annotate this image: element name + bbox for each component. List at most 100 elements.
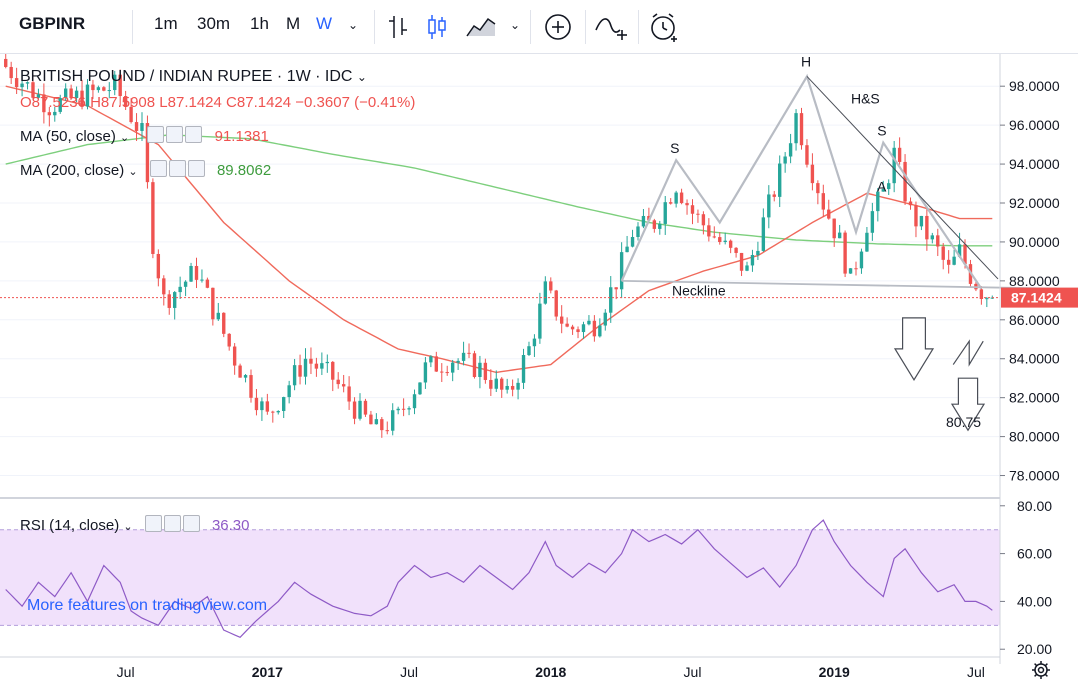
candle-down	[701, 214, 706, 226]
close-icon[interactable]	[187, 160, 205, 177]
chevron-down-icon[interactable]: ⌄	[510, 18, 521, 32]
time-tick-label: Jul	[117, 664, 135, 680]
candle-down	[489, 379, 493, 389]
close-icon[interactable]	[182, 515, 200, 532]
candle-up	[870, 211, 875, 233]
candle-up	[107, 90, 111, 92]
symbol-search[interactable]: GBPINR	[19, 14, 86, 33]
candle-down	[31, 82, 35, 98]
legend-rsi[interactable]: RSI (14, close) ⌄ 36.30	[20, 515, 249, 534]
candle-up	[243, 375, 248, 378]
candle-up	[374, 419, 379, 425]
neckline-line[interactable]	[621, 279, 1057, 290]
gear-icon[interactable]	[163, 515, 181, 532]
price-tick-label: 98.0000	[1009, 78, 1060, 94]
close-icon[interactable]	[185, 126, 203, 143]
gear-icon[interactable]	[168, 160, 186, 177]
chevron-down-icon[interactable]: ⌄	[348, 18, 359, 32]
candle-up	[527, 346, 531, 356]
interval-30m[interactable]: 30m	[197, 14, 231, 33]
candle-up	[745, 265, 749, 271]
add-indicator-icon[interactable]	[543, 12, 573, 42]
candle-down	[827, 209, 831, 219]
candle-up	[636, 226, 640, 238]
candle-down	[707, 225, 711, 237]
settings-gear-icon[interactable]	[1032, 661, 1050, 679]
chart-grid	[0, 85, 1000, 477]
candle-up	[658, 223, 662, 229]
candle-up	[756, 250, 760, 255]
candle-down	[380, 419, 384, 431]
candle-up	[957, 244, 962, 257]
chevron-down-icon[interactable]: ⌄	[128, 166, 138, 178]
candle-down	[145, 123, 150, 183]
eye-icon[interactable]	[147, 126, 165, 143]
candle-up	[723, 240, 727, 243]
toolbar-separator	[638, 10, 639, 44]
candle-down	[123, 96, 128, 107]
candle-down	[690, 205, 695, 214]
candle-down	[712, 236, 716, 238]
area-chart-icon[interactable]	[466, 14, 496, 38]
price-tick-label: 84.0000	[1009, 351, 1060, 367]
candle-down	[897, 147, 902, 162]
legend-ma50[interactable]: MA (50, close) ⌄ 91.1381	[20, 126, 269, 145]
chevron-down-icon[interactable]: ⌄	[356, 70, 367, 84]
candle-down	[946, 259, 951, 265]
top-toolbar: GBPINR 1m 30m 1h M W ⌄ ⌄	[0, 0, 1078, 54]
candle-down	[363, 400, 368, 415]
candle-down	[510, 385, 515, 390]
candle-chart-icon[interactable]	[425, 13, 449, 41]
price-tick-label: 82.0000	[1009, 390, 1060, 406]
candle-down	[167, 294, 171, 308]
rsi-axis[interactable]: 80.00 60.00 40.00 20.00	[1000, 498, 1052, 657]
time-tick-label: Jul	[400, 664, 418, 680]
candle-down	[331, 361, 335, 380]
legend-ma200[interactable]: MA (200, close) ⌄ 89.8062	[20, 160, 271, 179]
candle-up	[505, 385, 509, 390]
hs-label: H&S	[851, 91, 880, 107]
interval-weekly-active[interactable]: W	[316, 14, 333, 33]
tradingview-watermark-link[interactable]: More features on tradingview.com	[27, 597, 268, 614]
candle-up	[788, 143, 793, 157]
zigzag-stroke	[952, 339, 984, 367]
chevron-down-icon[interactable]: ⌄	[120, 132, 130, 144]
legend-title[interactable]: BRITISH POUND / INDIAN RUPEE · 1W · IDC …	[20, 68, 367, 86]
head-label: H	[801, 54, 811, 69]
compare-icon[interactable]	[594, 12, 630, 42]
alert-clock-icon[interactable]	[648, 11, 682, 43]
candle-up	[919, 215, 924, 227]
interval-1m[interactable]: 1m	[154, 14, 178, 33]
candle-down	[816, 183, 820, 194]
candle-down	[925, 215, 929, 240]
candle-down	[963, 244, 967, 265]
candle-up	[587, 320, 591, 325]
eye-icon[interactable]	[149, 160, 167, 177]
candle-down	[314, 363, 319, 369]
eye-icon[interactable]	[144, 515, 162, 532]
time-axis[interactable]: 2016Jul2017Jul2018Jul2019Jul	[0, 664, 985, 680]
candle-up	[794, 113, 798, 144]
candle-down	[614, 287, 618, 290]
interval-monthly[interactable]: M	[286, 14, 301, 33]
price-axis[interactable]: 98.0000 96.0000 94.0000 92.0000 90.0000 88.00…	[1000, 78, 1060, 484]
gear-icon[interactable]	[166, 126, 184, 143]
price-tick-label: 86.0000	[1009, 312, 1060, 328]
chart-area[interactable]: 98.0000 96.0000 94.0000 92.0000 90.0000 88.00…	[0, 54, 1078, 691]
candle-up	[292, 365, 297, 386]
candle-up	[320, 363, 324, 369]
candle-up	[96, 87, 101, 91]
left-shoulder-label: S	[670, 140, 679, 156]
bar-chart-icon[interactable]	[386, 13, 410, 41]
interval-1h[interactable]: 1h	[250, 14, 269, 33]
candle-down	[69, 88, 73, 98]
candle-down	[385, 430, 389, 432]
trend-line-a[interactable]	[806, 76, 999, 280]
chevron-down-icon[interactable]: ⌄	[123, 521, 133, 533]
candle-down	[134, 122, 139, 131]
candle-up	[418, 382, 422, 395]
candle-down	[42, 94, 46, 113]
candle-up	[407, 408, 411, 410]
candle-up	[140, 123, 144, 131]
rsi-tick-label: 80.00	[1017, 498, 1052, 514]
